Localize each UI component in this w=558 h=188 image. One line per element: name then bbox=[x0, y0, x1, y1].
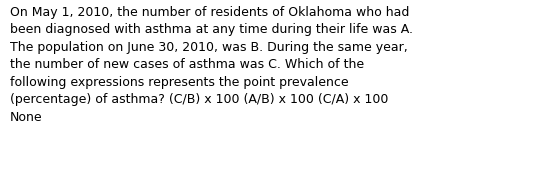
Text: On May 1, 2010, the number of residents of Oklahoma who had
been diagnosed with : On May 1, 2010, the number of residents … bbox=[10, 6, 413, 124]
